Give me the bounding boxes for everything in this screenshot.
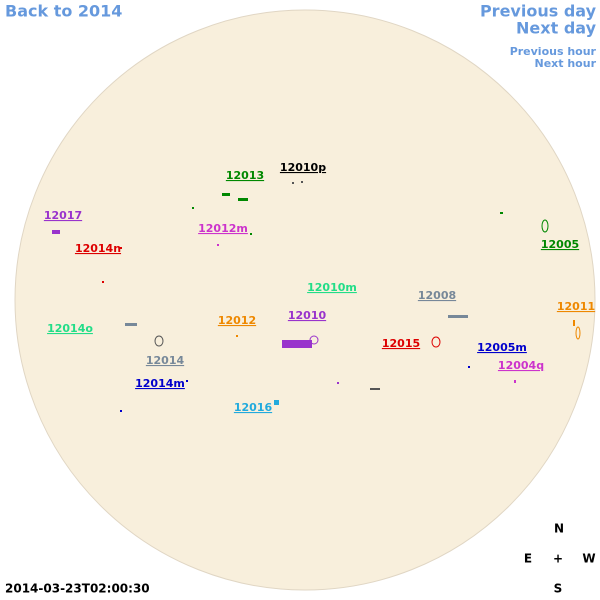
next-hour-link[interactable]: Next hour (535, 57, 597, 70)
region-label[interactable]: 12015 (382, 337, 420, 350)
timestamp: 2014-03-23T02:00:30 (5, 582, 150, 596)
region-label[interactable]: 12010p (280, 161, 326, 174)
region-label[interactable]: 12004q (498, 359, 544, 372)
region-label[interactable]: 12012m (198, 222, 248, 235)
previous-day-link[interactable]: Previous day (480, 2, 597, 21)
compass-west: W (582, 552, 595, 566)
back-link[interactable]: Back to 2014 (5, 2, 122, 21)
region-label[interactable]: 12014 (146, 354, 185, 367)
region-label[interactable]: 12010 (288, 309, 327, 322)
region-label[interactable]: 12005m (477, 341, 527, 354)
region-label[interactable]: 12011 (557, 300, 595, 313)
spots (52, 181, 581, 412)
region-label[interactable]: 12010m (307, 281, 357, 294)
region-label[interactable]: 12012 (218, 314, 256, 327)
compass-center: + (553, 552, 563, 566)
region-label[interactable]: 12013 (226, 169, 264, 182)
compass-north: N (554, 522, 564, 536)
compass-east: E (524, 552, 532, 566)
region-label[interactable]: 12017 (44, 209, 82, 222)
region-label[interactable]: 12014o (47, 322, 93, 335)
next-day-link[interactable]: Next day (516, 19, 597, 38)
compass-south: S (554, 582, 563, 596)
region-label[interactable]: 12014n (75, 242, 121, 255)
region-labels: 12010p 12013 12017 12012m 12014n 12005 1… (44, 161, 595, 414)
region-label[interactable]: 12008 (418, 289, 456, 302)
previous-hour-link[interactable]: Previous hour (510, 45, 597, 58)
solar-disc (14, 9, 596, 591)
region-label[interactable]: 12005 (541, 238, 579, 251)
region-label[interactable]: 12014m (135, 377, 185, 390)
region-label[interactable]: 12016 (234, 401, 273, 414)
